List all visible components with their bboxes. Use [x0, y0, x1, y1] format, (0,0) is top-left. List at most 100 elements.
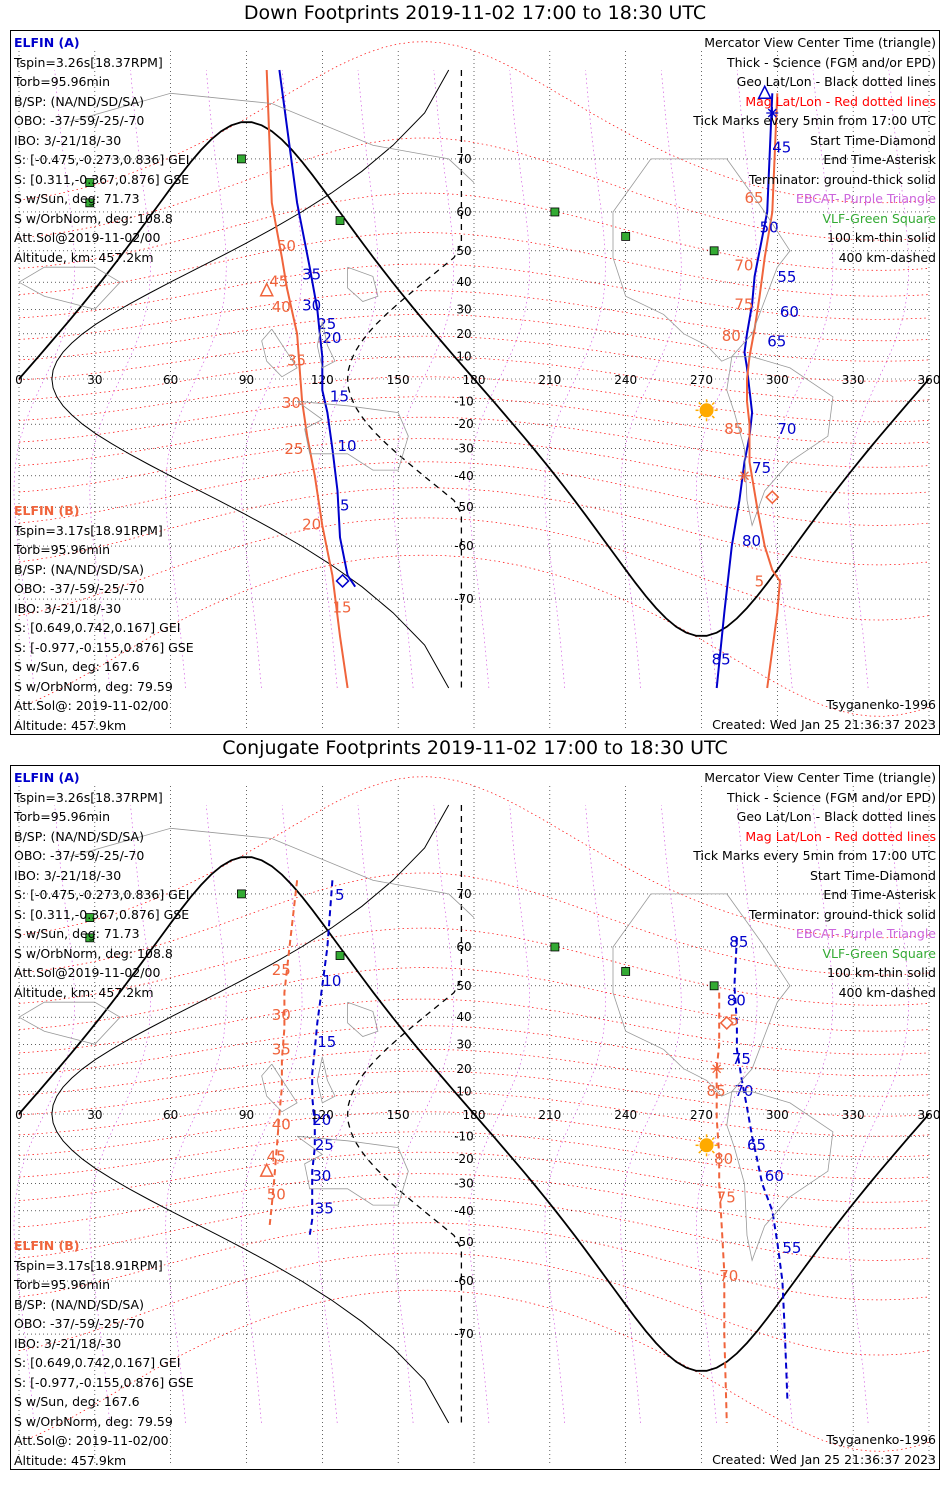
mag-meridian [771, 69, 834, 689]
lat-tick-label: 10 [456, 1085, 471, 1099]
legend-entry: Terminator: ground-thick solid [748, 906, 936, 922]
elfin-b-time-label: 75 [734, 295, 753, 313]
elfin-b-time-label: 65 [744, 189, 763, 207]
elfin-a-time-label: 80 [742, 532, 761, 550]
elfin-a-start-diamond [335, 573, 350, 589]
mag-meridian [620, 69, 682, 689]
elfin-a-name: ELFIN (A) [14, 770, 80, 785]
mag-meridian [544, 804, 606, 1424]
elfin-a-time-label: 75 [732, 1050, 751, 1068]
elfin-a-time-label: 55 [782, 1239, 801, 1257]
mag-parallel [18, 263, 930, 320]
elfin-a-time-label: 75 [752, 459, 771, 477]
elfin-a-lines: Tspin=3.26s[18.37RPM] Torb=95.96min B/SP: … [14, 53, 189, 268]
lat-tick-label: 50 [456, 979, 471, 993]
elfin-a-info-line: S w/OrbNorm, deg: 108.8 [14, 945, 173, 961]
coastline [316, 1056, 336, 1104]
mag-meridian [544, 69, 606, 689]
lon-tick-label: 210 [538, 373, 561, 387]
elfin-b-time-label: 50 [267, 1186, 286, 1204]
lon-tick-label: 360 [918, 373, 940, 387]
lon-tick-label: 300 [766, 373, 789, 387]
elfin-b-info-line: B/SP: (NA/ND/SD/SA) [14, 561, 144, 577]
coastline [612, 158, 791, 362]
mag-parallel [18, 314, 930, 362]
elfin-b-time-label: 5 [729, 1012, 739, 1030]
elfin-a-info-line: S w/Sun, deg: 71.73 [14, 191, 140, 206]
elfin-a-track [733, 937, 789, 1400]
elfin-a-time-label: 20 [322, 329, 341, 347]
elfin-b-name: ELFIN (B) [14, 503, 80, 518]
coastline [296, 1135, 409, 1206]
mag-meridian [696, 804, 758, 1424]
mag-meridian [241, 69, 303, 689]
elfin-b-info-line: S: [0.649,0.742,0.167] GEI [14, 1355, 181, 1370]
elfin-a-time-label: 60 [780, 303, 799, 321]
lon-tick-label: 180 [463, 1108, 486, 1122]
elfin-b-time-label: 5 [755, 573, 765, 591]
mag-meridian [165, 804, 227, 1424]
lat-tick-label: -20 [454, 417, 474, 431]
sun-ray [711, 401, 715, 406]
elfin-b-time-label: 40 [272, 1116, 291, 1134]
elfin-a-time-label: 25 [315, 1136, 334, 1154]
elfin-b-end-asterisk [738, 469, 751, 482]
sun-ray [711, 1136, 715, 1141]
elfin-b-time-label: 25 [284, 440, 303, 458]
mag-parallel [18, 192, 930, 271]
elfin-a-info-line: Att.Sol@2019-11-02/00 [14, 230, 161, 245]
mag-parallel [18, 927, 930, 1006]
elfin-b-info: ELFIN (B) Tspin=3.17s[18.91RPM] Torb=95.9… [14, 1236, 194, 1469]
lat-tick-label: 40 [456, 275, 471, 289]
coastline [726, 1091, 834, 1262]
lon-tick-label: 240 [614, 1108, 637, 1122]
legend-entry: Mercator View Center Time (triangle) [704, 770, 936, 785]
legend-entry: Tick Marks every 5min from 17:00 UTC [693, 848, 936, 863]
elfin-b-info-line: Altitude: 457.9km [14, 717, 127, 733]
coastline [69, 827, 475, 918]
elfin-b-info-line: S w/Sun, deg: 167.6 [14, 1394, 140, 1409]
elfin-a-info-line: Tspin=3.26s[18.37RPM] [14, 54, 163, 70]
elfin-a-time-label: 35 [302, 265, 321, 283]
legend-entry: Mag Lat/Lon - Red dotted lines [745, 93, 936, 109]
vlf-station-square [335, 951, 345, 960]
elfin-a-info-line: IBO: 3/-21/18/-30 [14, 867, 122, 883]
lat-tick-label: 50 [456, 244, 471, 258]
elfin-b-info-line: S: [0.649,0.742,0.167] GEI [14, 620, 181, 635]
elfin-b-time-label: 30 [272, 1006, 291, 1024]
elfin-a-time-label: 80 [727, 991, 746, 1009]
sun-ray [698, 1150, 702, 1154]
elfin-a-center-triangle [757, 84, 772, 100]
terminator-400km [346, 805, 463, 1423]
lon-tick-label: 210 [538, 1108, 561, 1122]
created-timestamp: Created: Wed Jan 25 21:36:37 2023 [712, 1452, 936, 1467]
coastline [726, 356, 834, 527]
mag-meridian [165, 69, 227, 689]
vlf-station-square [85, 933, 95, 943]
elfin-a-time-label: 50 [760, 219, 779, 237]
mag-parallel [18, 967, 930, 1032]
mag-parallel [18, 1252, 930, 1356]
lat-tick-label: 30 [456, 1037, 471, 1051]
elfin-a-time-label: 5 [335, 886, 345, 904]
vlf-station-square [237, 154, 246, 164]
elfin-b-start-diamond [765, 490, 780, 505]
lon-tick-label: 120 [311, 1108, 334, 1122]
legend-entry: 400 km-dashed [838, 249, 936, 265]
legend-entry: Thick - Science (FGM and/or EPD) [727, 789, 936, 805]
elfin-a-info-line: Torb=95.96min [14, 809, 111, 824]
lat-tick-label: 60 [456, 205, 471, 219]
elfin-a-time-label: 35 [315, 1200, 334, 1218]
elfin-a-time-label: 30 [302, 297, 321, 315]
elfin-b-time-label: 70 [719, 1267, 738, 1285]
elfin-b-time-label: 35 [272, 1040, 291, 1058]
lat-tick-label: -20 [454, 1152, 474, 1166]
vlf-station-square [621, 232, 631, 241]
coastline [316, 321, 336, 369]
elfin-a-time-label: 55 [777, 268, 796, 286]
coastline [69, 92, 475, 183]
elfin-a-time-label: 20 [312, 1111, 331, 1129]
lat-tick-label: -10 [454, 394, 474, 408]
elfin-a-time-label: 60 [765, 1167, 784, 1185]
sun-ray [711, 1150, 715, 1154]
